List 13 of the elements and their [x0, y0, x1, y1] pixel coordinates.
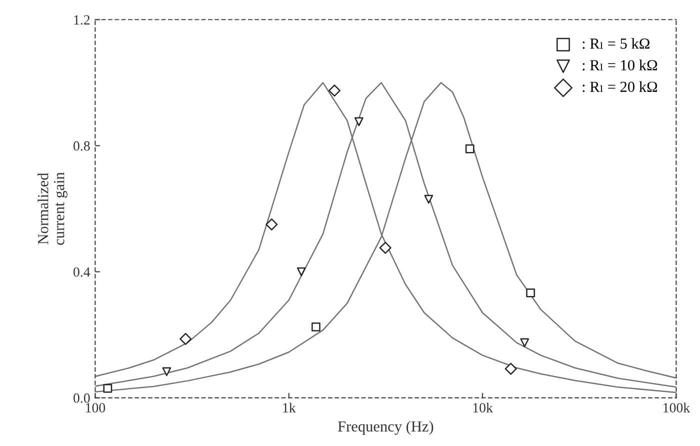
x-tick-label: 100k [664, 402, 690, 412]
legend-label: : Rₗ = 20 kΩ [582, 81, 658, 92]
y-tick-label: 1.2 [74, 15, 90, 25]
y-tick-label: 0.4 [74, 267, 90, 277]
legend-label: : Rₗ = 10 kΩ [582, 60, 658, 70]
x-tick-label: 1k [283, 402, 296, 412]
x-axis-title: Frequency (Hz) [338, 420, 434, 435]
y-tick-label: 0.8 [74, 141, 90, 151]
x-tick-label: 100 [86, 403, 106, 412]
y-tick-label: 0.0 [74, 393, 90, 403]
legend-label: : Rₗ = 5 kΩ [582, 38, 650, 49]
x-tick-label: 10k [473, 402, 493, 412]
y-axis-title: Normalized current gain [38, 172, 68, 245]
